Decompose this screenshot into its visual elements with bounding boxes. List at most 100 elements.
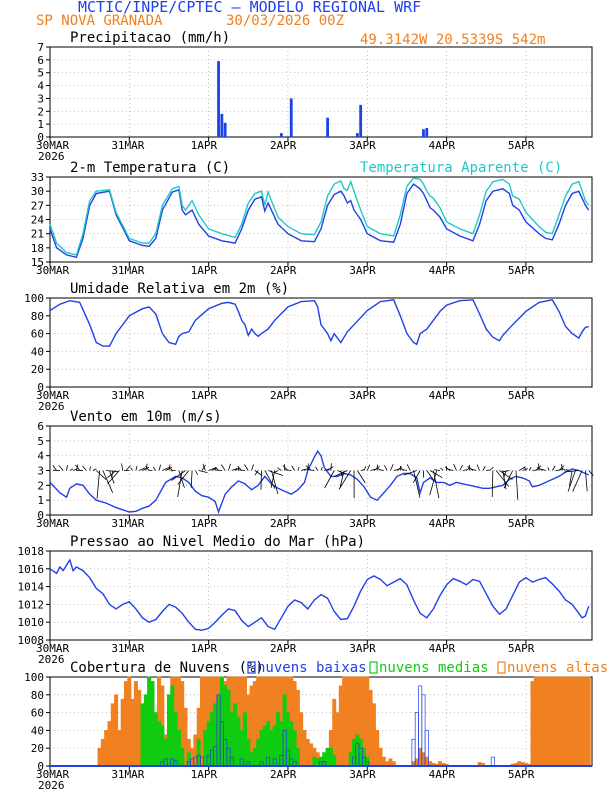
wind-vector [366, 464, 371, 471]
wind-vector [538, 463, 540, 471]
cloud-bar [335, 712, 340, 767]
wind-vector [190, 470, 193, 488]
wind-vector [501, 470, 510, 473]
cloud-bar [166, 694, 171, 767]
x-tick-label: 4APR [429, 517, 456, 530]
x-tick-label: 2APR [270, 264, 297, 277]
cloud-bar [490, 756, 495, 767]
y-tick-label: 100 [24, 671, 44, 684]
wind-vector [307, 463, 309, 471]
precip-bar [355, 133, 359, 137]
cloud-bar [180, 747, 185, 767]
legend-swatch [497, 661, 506, 674]
cloud-bar [325, 747, 330, 767]
cloud-bar [378, 747, 383, 767]
wind-vector [231, 468, 238, 471]
x-tick-label: 30MAR [36, 139, 69, 152]
wind-vector [567, 470, 576, 492]
y-tick-label: 60 [31, 707, 44, 720]
wind-vector [429, 470, 443, 479]
cloud-bar [414, 758, 419, 767]
y-tick-label: 1018 [18, 545, 45, 558]
x-tick-label: 5APR [508, 264, 535, 277]
cloud-bar [348, 752, 353, 767]
cloud-bar [368, 689, 373, 767]
cloud-bar [332, 754, 337, 767]
wind-vector [432, 470, 440, 499]
cloud-bar [285, 712, 290, 767]
x-tick-label: 31MAR [111, 517, 144, 530]
wind-vector [588, 470, 594, 476]
wind-vector [58, 465, 64, 471]
cloud-bar [239, 730, 244, 767]
wind-vector [453, 463, 457, 471]
y-tick-label: 0 [37, 760, 44, 773]
cloud-bar [540, 676, 545, 767]
cloud-bar [299, 712, 304, 767]
wind-vector [320, 466, 323, 471]
y-tick-label: 80 [31, 689, 44, 702]
wind-vector [198, 470, 208, 473]
year-label: 2026 [38, 400, 65, 413]
wind-vector [384, 465, 388, 471]
wind-vector [324, 468, 330, 471]
cloud-bar [355, 734, 360, 767]
cloud-bar [249, 752, 254, 767]
x-tick-label: 31MAR [111, 139, 144, 152]
cloud-bar [388, 758, 393, 767]
wind-vector [274, 470, 279, 473]
wind-vector [528, 466, 532, 471]
cloud-bar [229, 712, 234, 767]
series-line [49, 177, 590, 256]
cloud-bar [190, 747, 195, 767]
wind-vector [532, 469, 539, 471]
cloud-bar [421, 752, 426, 767]
wind-vector [440, 467, 444, 471]
wind-vector [125, 465, 131, 471]
wind-vector [92, 468, 97, 471]
wind-vector [486, 469, 490, 471]
y-tick-label: 3 [37, 92, 44, 105]
y-tick-label: 27 [31, 199, 44, 212]
cloud-bar [289, 721, 294, 767]
precip-bar [289, 98, 293, 137]
y-tick-label: 4 [37, 450, 44, 463]
cloud-bar [200, 676, 205, 767]
header-run: 30/03/2026 00Z [226, 13, 344, 29]
x-tick-label: 30MAR [36, 389, 69, 402]
y-tick-label: 1012 [18, 598, 45, 611]
wind-vector [412, 470, 421, 484]
cloud-bar [537, 676, 542, 767]
x-tick-label: 2APR [270, 768, 297, 781]
wind-vector [541, 468, 546, 471]
wind-vector [277, 467, 282, 471]
wind-vector [52, 464, 57, 471]
wind-vector [195, 470, 198, 476]
y-tick-label: 1008 [18, 634, 45, 647]
cloud-bar [246, 738, 251, 767]
wind-vector [107, 470, 120, 484]
y-tick-label: 30 [31, 185, 44, 198]
wind-vector [89, 466, 91, 471]
cloud-bar [163, 738, 168, 767]
cloud-bar [100, 738, 105, 767]
wind-vector [519, 466, 526, 471]
wind-vector [568, 470, 573, 487]
wind-vector [337, 470, 347, 475]
cloud-bar [338, 685, 343, 767]
wind-vector [177, 470, 190, 485]
cloud-bar [352, 738, 357, 767]
cloud-bar [127, 676, 132, 767]
cloud-bar [560, 676, 565, 767]
wind-vector [254, 470, 259, 476]
wind-vector [357, 470, 366, 484]
cloud-bar [176, 730, 181, 767]
x-tick-label: 4APR [429, 768, 456, 781]
cloud-bar [328, 747, 333, 767]
y-tick-label: 60 [31, 328, 44, 341]
cloud-bar [124, 681, 129, 767]
wind-vector [495, 470, 510, 487]
wind-vector [139, 467, 146, 471]
wind-vector [491, 470, 494, 498]
legend-label: nuvens baixas [257, 660, 367, 676]
